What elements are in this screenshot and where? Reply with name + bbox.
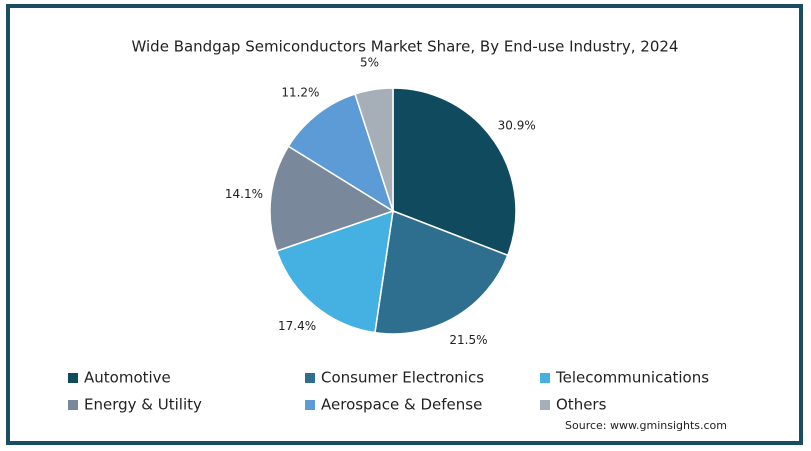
legend-swatch xyxy=(68,400,78,410)
legend-label: Automotive xyxy=(84,369,171,387)
legend-label: Consumer Electronics xyxy=(321,369,484,387)
legend-label: Others xyxy=(556,396,607,414)
legend-label: Telecommunications xyxy=(555,369,709,387)
source: Source: www.gminsights.com xyxy=(565,419,727,432)
data-label: 21.5% xyxy=(449,333,487,347)
legend-swatch xyxy=(305,400,315,410)
legend-label: Energy & Utility xyxy=(84,396,202,414)
data-label: 14.1% xyxy=(225,187,263,201)
pie-slice xyxy=(354,87,394,212)
pie-slice xyxy=(287,93,395,213)
legend-swatch xyxy=(305,373,315,383)
data-label: 11.2% xyxy=(281,85,319,99)
data-label: 5% xyxy=(360,55,379,69)
pie-slice xyxy=(374,209,509,335)
legend-swatch xyxy=(540,373,550,383)
chart-title: Wide Bandgap Semiconductors Market Share… xyxy=(132,38,679,56)
legend-label: Aerospace & Defense xyxy=(321,396,482,414)
pie-slice xyxy=(269,145,395,252)
data-label: 30.9% xyxy=(498,119,536,133)
legend-swatch xyxy=(68,373,78,383)
legend-swatch xyxy=(540,400,550,410)
data-label: 17.4% xyxy=(278,319,316,333)
pie-slice xyxy=(392,87,517,257)
